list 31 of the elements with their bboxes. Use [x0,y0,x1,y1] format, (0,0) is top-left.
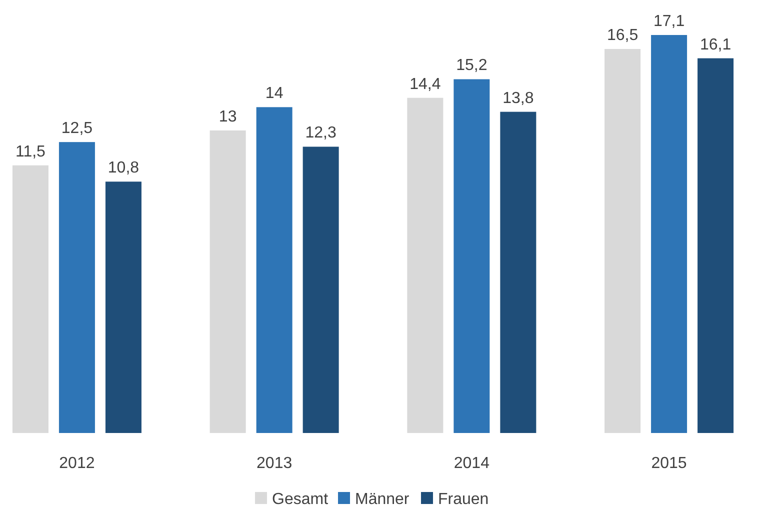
bar [604,48,641,433]
data-label: 15,2 [456,57,488,74]
data-label: 13,8 [502,90,534,107]
bar [500,112,536,433]
bar [105,182,142,433]
bar [454,79,490,433]
bar [256,107,292,433]
bar [210,130,246,433]
data-label: 11,5 [15,143,46,160]
data-label: 16,5 [606,26,638,44]
data-label: 16,1 [700,36,732,54]
legend-label: Gesamt [272,491,329,508]
bar [651,35,688,433]
legend-label: Männer [355,491,410,508]
data-label: 14,4 [410,76,441,93]
data-label: 10,8 [108,160,140,177]
bar [58,142,95,433]
bar [12,165,48,433]
data-label: 12,3 [305,124,336,142]
x-tick-label: 2015 [651,455,687,472]
bar [698,58,734,433]
data-label: 17,1 [653,13,685,30]
bar [302,146,339,433]
x-tick-label: 2012 [59,455,95,472]
x-tick-label: 2014 [454,455,490,472]
x-tick-label: 2013 [256,455,292,472]
data-label: 13 [218,108,237,126]
bar [407,98,444,433]
data-label: 14 [265,85,284,102]
legend-label: Frauen [438,491,489,508]
data-label: 12,5 [61,120,93,138]
